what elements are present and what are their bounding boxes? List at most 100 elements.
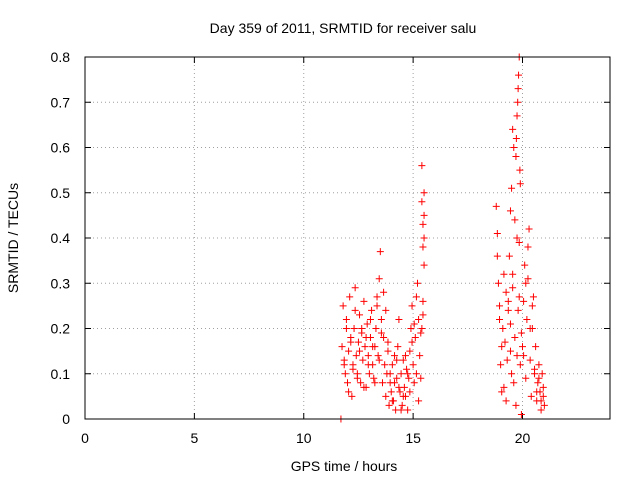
- data-point: [540, 401, 548, 409]
- y-tick-labels: 0 0.1 0.2 0.3 0.4 0.5 0.6 0.7 0.8: [51, 49, 71, 427]
- data-point: [410, 379, 418, 387]
- data-point: [420, 234, 428, 242]
- data-point: [524, 243, 532, 251]
- data-point: [377, 329, 385, 337]
- data-point: [396, 388, 404, 396]
- data-point: [506, 320, 514, 328]
- data-point: [509, 125, 517, 133]
- data-point: [366, 315, 374, 323]
- data-point: [516, 361, 524, 369]
- data-point: [391, 379, 399, 387]
- grid-lines: [85, 57, 610, 419]
- data-point: [538, 370, 546, 378]
- data-point: [508, 370, 516, 378]
- data-point: [375, 356, 383, 364]
- data-point: [513, 234, 521, 242]
- data-point: [504, 297, 512, 305]
- data-point: [411, 334, 419, 342]
- data-point: [515, 293, 523, 301]
- data-point: [416, 352, 424, 360]
- data-point: [521, 261, 529, 269]
- data-point: [388, 361, 396, 369]
- data-point: [406, 347, 414, 355]
- data-point: [537, 397, 545, 405]
- data-point: [502, 288, 510, 296]
- data-point: [522, 279, 530, 287]
- data-point: [522, 374, 530, 382]
- data-point: [414, 279, 421, 287]
- data-point: [382, 306, 390, 314]
- data-point: [500, 270, 508, 278]
- data-point: [381, 361, 389, 369]
- data-point: [377, 315, 385, 323]
- data-point: [395, 383, 403, 391]
- data-point: [342, 315, 350, 323]
- data-point: [420, 261, 428, 269]
- data-point: [369, 343, 377, 351]
- data-point: [497, 361, 505, 369]
- data-point: [356, 347, 364, 355]
- data-point: [517, 329, 525, 337]
- data-point: [533, 388, 541, 396]
- data-point: [339, 302, 347, 310]
- data-point: [350, 325, 358, 332]
- x-tick-label: 20: [515, 430, 531, 446]
- chart-title: Day 359 of 2011, SRMTID for receiver sal…: [210, 20, 477, 36]
- data-point: [388, 397, 396, 405]
- data-point: [515, 239, 523, 247]
- data-point: [404, 370, 412, 378]
- y-tick-label: 0.1: [51, 366, 71, 382]
- y-axis-label: SRMTID / TECUs: [5, 183, 21, 293]
- data-point: [407, 325, 415, 332]
- y-tick-label: 0.7: [51, 94, 71, 110]
- data-point: [382, 392, 390, 400]
- data-point: [406, 388, 414, 396]
- x-tick-label: 15: [405, 430, 421, 446]
- data-point: [371, 379, 379, 387]
- data-point: [514, 306, 522, 314]
- data-point: [509, 270, 517, 278]
- data-point: [415, 397, 423, 405]
- data-point: [420, 211, 428, 219]
- data-point: [510, 144, 518, 151]
- data-point: [503, 356, 511, 364]
- data-point: [374, 352, 382, 360]
- data-point: [397, 370, 405, 378]
- x-tick-label: 5: [190, 430, 198, 446]
- data-point: [353, 374, 361, 382]
- data-point: [510, 379, 518, 387]
- data-point: [370, 374, 378, 382]
- data-point: [524, 275, 532, 283]
- data-point: [410, 320, 418, 328]
- data-point: [344, 379, 351, 387]
- data-point: [517, 410, 525, 418]
- data-point: [512, 401, 520, 409]
- data-point: [399, 392, 407, 400]
- data-point: [394, 343, 402, 351]
- data-point: [340, 361, 348, 369]
- data-point: [372, 325, 380, 332]
- data-point: [514, 85, 522, 93]
- data-point: [499, 325, 507, 332]
- data-point: [384, 347, 392, 355]
- data-point: [527, 392, 535, 400]
- data-point: [338, 343, 346, 351]
- data-point: [364, 361, 372, 369]
- data-point: [386, 370, 394, 378]
- data-point: [528, 302, 536, 310]
- data-point: [357, 379, 365, 387]
- data-point: [360, 383, 368, 391]
- data-point: [368, 306, 376, 314]
- data-point: [354, 338, 362, 346]
- data-point: [531, 365, 539, 373]
- data-point: [494, 279, 502, 287]
- data-point: [498, 343, 506, 351]
- data-point: [506, 347, 514, 355]
- x-tick-label: 0: [81, 430, 89, 446]
- data-point: [532, 343, 540, 351]
- data-point: [358, 325, 366, 332]
- data-point: [511, 216, 519, 224]
- plot-frame: [84, 56, 611, 420]
- data-point: [375, 275, 383, 283]
